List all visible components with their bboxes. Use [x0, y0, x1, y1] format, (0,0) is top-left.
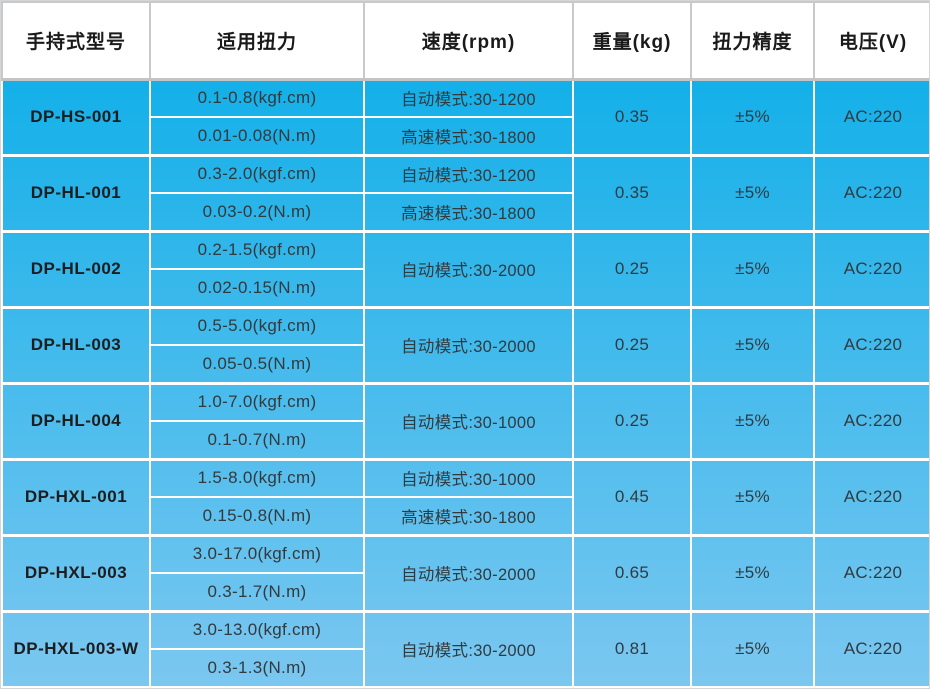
torque-kgfcm-cell: 3.0-17.0(kgf.cm)	[149, 533, 365, 574]
voltage-cell: AC:220	[813, 609, 929, 688]
speed-high-cell: 高速模式:30-1800	[363, 496, 574, 536]
weight-cell: 0.35	[572, 153, 692, 232]
speed-auto-cell: 自动模式:30-1200	[363, 153, 574, 194]
header-row: 手持式型号 适用扭力 速度(rpm) 重量(kg) 扭力精度 电压(V)	[1, 1, 929, 81]
torque-nm-cell: 0.3-1.7(N.m)	[149, 572, 365, 612]
accuracy-cell: ±5%	[690, 533, 815, 612]
row-group-dp-hxl-001: DP-HXL-001 1.5-8.0(kgf.cm) 自动模式:30-1000 …	[1, 457, 929, 536]
row-group-dp-hl-004: DP-HL-004 1.0-7.0(kgf.cm) 自动模式:30-1000 0…	[1, 381, 929, 460]
model-cell: DP-HL-001	[1, 153, 151, 232]
speed-auto-cell: 自动模式:30-2000	[363, 609, 574, 688]
table-row: DP-HL-003 0.5-5.0(kgf.cm) 自动模式:30-2000 0…	[1, 305, 929, 384]
torque-kgfcm-cell: 3.0-13.0(kgf.cm)	[149, 609, 365, 650]
accuracy-cell: ±5%	[690, 305, 815, 384]
table-row: 0.05-0.5(N.m)	[2, 344, 929, 384]
weight-cell: 0.81	[572, 609, 692, 688]
table-row: DP-HL-002 0.2-1.5(kgf.cm) 自动模式:30-2000 0…	[1, 229, 929, 308]
torque-kgfcm-cell: 0.3-2.0(kgf.cm)	[149, 153, 365, 194]
table-row: DP-HXL-003-W 3.0-13.0(kgf.cm) 自动模式:30-20…	[1, 609, 929, 688]
voltage-cell: AC:220	[813, 77, 929, 156]
torque-nm-cell: 0.05-0.5(N.m)	[149, 344, 365, 384]
weight-cell: 0.65	[572, 533, 692, 612]
row-group-dp-hl-003: DP-HL-003 0.5-5.0(kgf.cm) 自动模式:30-2000 0…	[1, 305, 929, 384]
header-cell-speed: 速度(rpm)	[363, 1, 574, 81]
speed-auto-cell: 自动模式:30-2000	[363, 533, 574, 612]
header-cell-model: 手持式型号	[1, 1, 151, 81]
voltage-cell: AC:220	[813, 229, 929, 308]
torque-kgfcm-cell: 1.5-8.0(kgf.cm)	[149, 457, 365, 498]
accuracy-cell: ±5%	[690, 381, 815, 460]
voltage-cell: AC:220	[813, 457, 929, 536]
speed-auto-cell: 自动模式:30-1000	[363, 457, 574, 498]
table-row: 0.03-0.2(N.m) 高速模式:30-1800	[2, 192, 929, 232]
torque-nm-cell: 0.1-0.7(N.m)	[149, 420, 365, 460]
torque-nm-cell: 0.02-0.15(N.m)	[149, 268, 365, 308]
torque-nm-cell: 0.03-0.2(N.m)	[149, 192, 365, 232]
speed-auto-cell: 自动模式:30-1000	[363, 381, 574, 460]
torque-kgfcm-cell: 0.1-0.8(kgf.cm)	[149, 77, 365, 118]
header-cell-voltage: 电压(V)	[813, 1, 929, 81]
torque-nm-cell: 0.15-0.8(N.m)	[149, 496, 365, 536]
weight-cell: 0.25	[572, 305, 692, 384]
model-cell: DP-HXL-003	[1, 533, 151, 612]
header-cell-accuracy: 扭力精度	[690, 1, 815, 81]
accuracy-cell: ±5%	[690, 457, 815, 536]
table-header: 手持式型号 适用扭力 速度(rpm) 重量(kg) 扭力精度 电压(V)	[1, 1, 929, 81]
voltage-cell: AC:220	[813, 533, 929, 612]
table-row: 0.1-0.7(N.m)	[2, 420, 929, 460]
table-row: DP-HXL-001 1.5-8.0(kgf.cm) 自动模式:30-1000 …	[1, 457, 929, 536]
table-row: 0.02-0.15(N.m)	[2, 268, 929, 308]
table-row: DP-HS-001 0.1-0.8(kgf.cm) 自动模式:30-1200 0…	[1, 77, 929, 156]
table-row: DP-HL-004 1.0-7.0(kgf.cm) 自动模式:30-1000 0…	[1, 381, 929, 460]
torque-kgfcm-cell: 1.0-7.0(kgf.cm)	[149, 381, 365, 422]
speed-high-cell: 高速模式:30-1800	[363, 116, 574, 156]
header-cell-weight: 重量(kg)	[572, 1, 692, 81]
speed-auto-cell: 自动模式:30-1200	[363, 77, 574, 118]
table-row: 0.3-1.7(N.m)	[2, 572, 929, 612]
weight-cell: 0.35	[572, 77, 692, 156]
table-row: 0.3-1.3(N.m)	[2, 648, 929, 688]
accuracy-cell: ±5%	[690, 229, 815, 308]
row-group-dp-hl-002: DP-HL-002 0.2-1.5(kgf.cm) 自动模式:30-2000 0…	[1, 229, 929, 308]
table-row: 0.15-0.8(N.m) 高速模式:30-1800	[2, 496, 929, 536]
speed-auto-cell: 自动模式:30-2000	[363, 229, 574, 308]
row-group-dp-hs-001: DP-HS-001 0.1-0.8(kgf.cm) 自动模式:30-1200 0…	[1, 77, 929, 156]
speed-high-cell: 高速模式:30-1800	[363, 192, 574, 232]
row-group-dp-hl-001: DP-HL-001 0.3-2.0(kgf.cm) 自动模式:30-1200 0…	[1, 153, 929, 232]
accuracy-cell: ±5%	[690, 609, 815, 688]
header-cell-torque: 适用扭力	[149, 1, 365, 81]
table-row: 0.01-0.08(N.m) 高速模式:30-1800	[2, 116, 929, 156]
table-row: DP-HL-001 0.3-2.0(kgf.cm) 自动模式:30-1200 0…	[1, 153, 929, 232]
accuracy-cell: ±5%	[690, 77, 815, 156]
voltage-cell: AC:220	[813, 153, 929, 232]
weight-cell: 0.45	[572, 457, 692, 536]
torque-kgfcm-cell: 0.2-1.5(kgf.cm)	[149, 229, 365, 270]
model-cell: DP-HL-003	[1, 305, 151, 384]
row-group-dp-hxl-003: DP-HXL-003 3.0-17.0(kgf.cm) 自动模式:30-2000…	[1, 533, 929, 612]
weight-cell: 0.25	[572, 381, 692, 460]
torque-nm-cell: 0.3-1.3(N.m)	[149, 648, 365, 688]
accuracy-cell: ±5%	[690, 153, 815, 232]
torque-nm-cell: 0.01-0.08(N.m)	[149, 116, 365, 156]
row-group-dp-hxl-003-w: DP-HXL-003-W 3.0-13.0(kgf.cm) 自动模式:30-20…	[1, 609, 929, 688]
torque-kgfcm-cell: 0.5-5.0(kgf.cm)	[149, 305, 365, 346]
model-cell: DP-HS-001	[1, 77, 151, 156]
voltage-cell: AC:220	[813, 381, 929, 460]
model-cell: DP-HXL-003-W	[1, 609, 151, 688]
model-cell: DP-HL-004	[1, 381, 151, 460]
voltage-cell: AC:220	[813, 305, 929, 384]
speed-auto-cell: 自动模式:30-2000	[363, 305, 574, 384]
table-row: DP-HXL-003 3.0-17.0(kgf.cm) 自动模式:30-2000…	[1, 533, 929, 612]
weight-cell: 0.25	[572, 229, 692, 308]
model-cell: DP-HXL-001	[1, 457, 151, 536]
model-cell: DP-HL-002	[1, 229, 151, 308]
